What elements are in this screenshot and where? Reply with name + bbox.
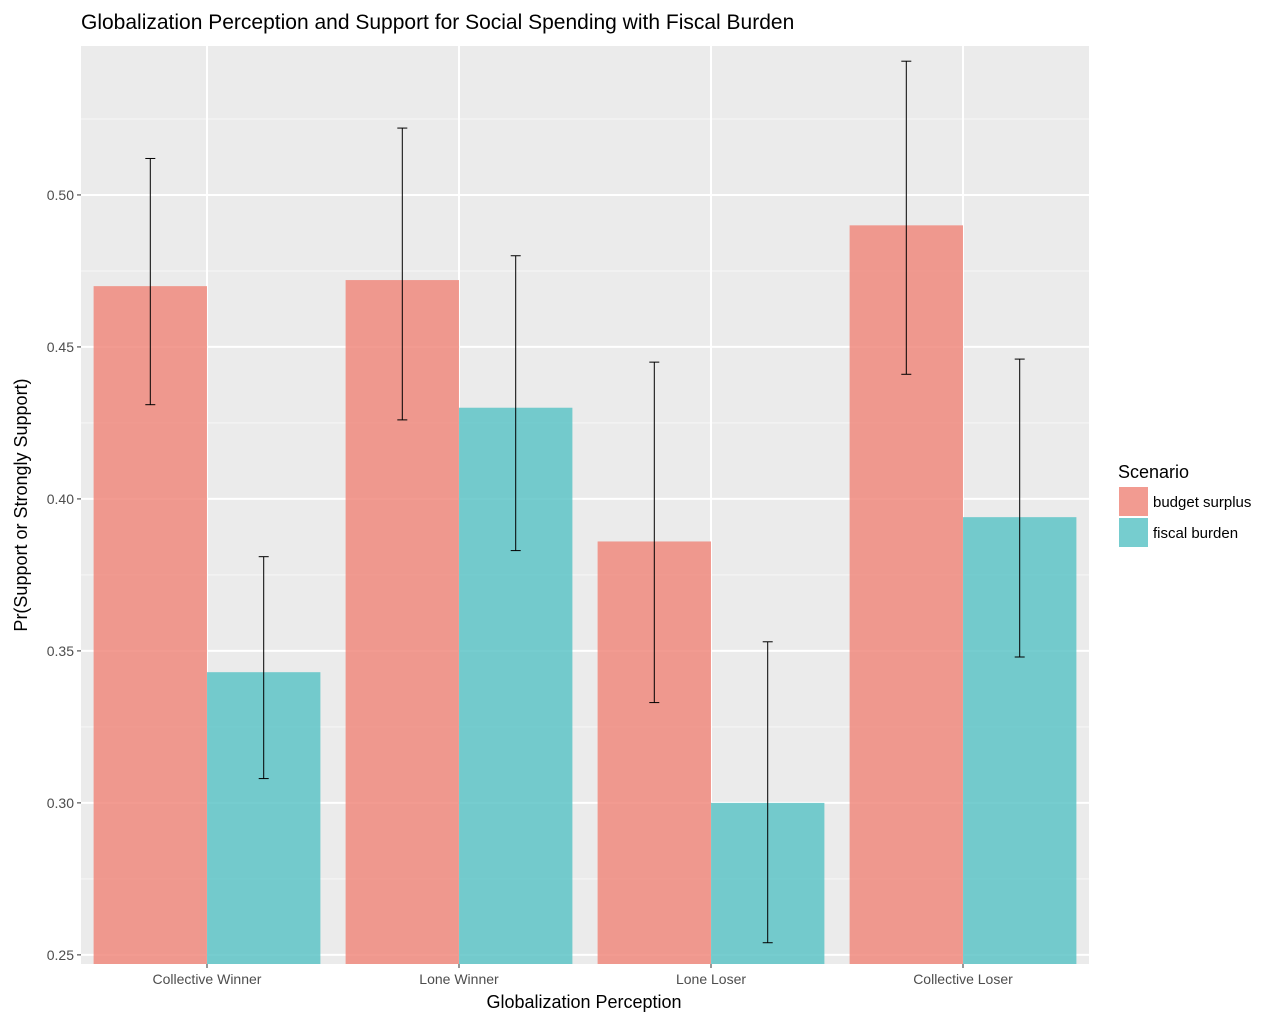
x-axis-ticks: Collective Winner Lone Winner Lone Loser Co… xyxy=(153,964,1013,987)
y-tick-label: 0.50 xyxy=(47,187,74,203)
x-axis-title: Globalization Perception xyxy=(486,992,681,1012)
y-axis-ticks: 0.25 0.30 0.35 0.40 0.45 0.50 xyxy=(47,187,81,963)
y-tick-label: 0.25 xyxy=(47,947,74,963)
x-tick-label: Collective Winner xyxy=(153,971,262,987)
x-tick-label: Collective Loser xyxy=(913,971,1013,987)
legend-swatch xyxy=(1119,518,1148,547)
chart-title: Globalization Perception and Support for… xyxy=(81,11,794,34)
y-tick-label: 0.45 xyxy=(47,339,74,355)
y-tick-label: 0.40 xyxy=(47,491,74,507)
legend-swatch xyxy=(1119,487,1148,516)
legend-title: Scenario xyxy=(1118,462,1189,482)
y-tick-label: 0.35 xyxy=(47,643,74,659)
legend-label: fiscal burden xyxy=(1153,525,1238,542)
y-tick-label: 0.30 xyxy=(47,795,74,811)
x-tick-label: Lone Loser xyxy=(676,971,746,987)
legend-label: budget surplus xyxy=(1153,494,1251,511)
error-bars xyxy=(145,60,1025,944)
y-axis-title: Pr(Support or Strongly Support) xyxy=(11,378,31,631)
x-tick-label: Lone Winner xyxy=(419,971,499,987)
legend: Scenario budget surplus fiscal burden xyxy=(1118,462,1251,547)
